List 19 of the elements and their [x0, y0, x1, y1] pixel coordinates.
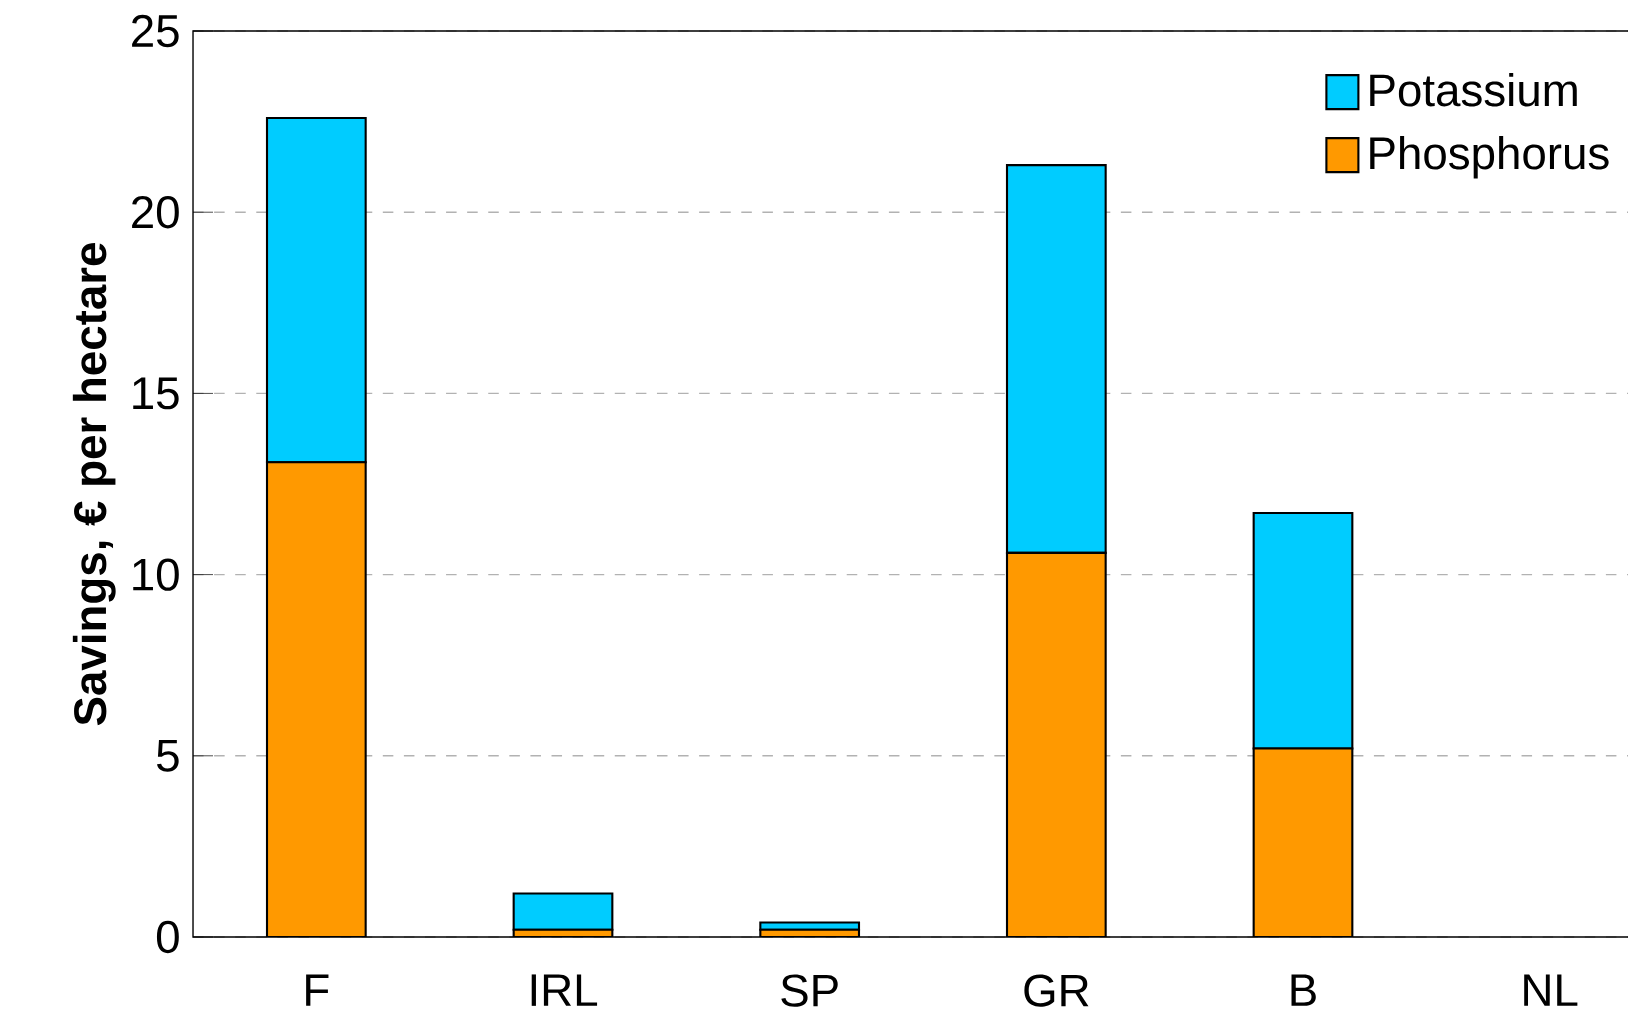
y-tick-label: 20: [132, 196, 179, 229]
x-tick-label: NL: [1524, 974, 1578, 1006]
legend-label: Potassium: [1370, 72, 1577, 107]
bar: [512, 892, 614, 931]
x-tick-label: B: [1291, 974, 1316, 1006]
y-axis-title: Savings, € per hectare: [72, 243, 116, 726]
x-tick-label: F: [306, 974, 329, 1006]
x-tick-label: IRL: [531, 974, 598, 1006]
y-tick-label: 5: [157, 739, 179, 772]
y-tick-label: 0: [156, 920, 179, 954]
bar: [1005, 551, 1107, 937]
bar: [1252, 747, 1354, 937]
y-tick-label: 10: [133, 558, 179, 591]
y-tick-label: 25: [132, 14, 179, 48]
bar: [265, 461, 367, 937]
x-tick-label: SP: [781, 974, 838, 1007]
x-tick-label: GR: [1024, 974, 1089, 1007]
y-tick-label: 15: [133, 377, 179, 410]
legend-label: Phosphorus: [1370, 135, 1609, 179]
